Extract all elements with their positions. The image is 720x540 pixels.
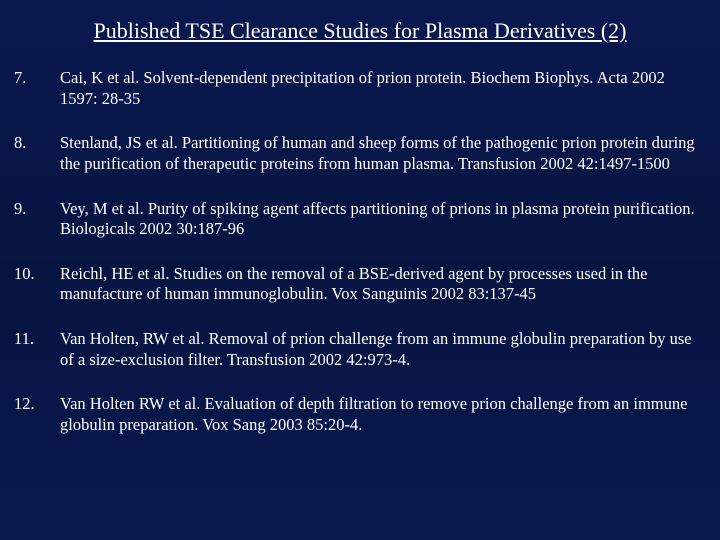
reference-number: 9. [14, 199, 42, 220]
reference-list: 7. Cai, K et al. Solvent-dependent preci… [14, 68, 706, 436]
slide-title: Published TSE Clearance Studies for Plas… [14, 18, 706, 44]
reference-number: 10. [14, 264, 42, 285]
reference-text: Reichl, HE et al. Studies on the removal… [60, 264, 706, 305]
reference-item: 7. Cai, K et al. Solvent-dependent preci… [14, 68, 706, 109]
reference-text: Van Holten RW et al. Evaluation of depth… [60, 394, 706, 435]
reference-number: 12. [14, 394, 42, 415]
reference-text: Van Holten, RW et al. Removal of prion c… [60, 329, 706, 370]
reference-item: 10. Reichl, HE et al. Studies on the rem… [14, 264, 706, 305]
reference-item: 12. Van Holten RW et al. Evaluation of d… [14, 394, 706, 435]
reference-number: 7. [14, 68, 42, 89]
reference-text: Stenland, JS et al. Partitioning of huma… [60, 133, 706, 174]
reference-item: 11. Van Holten, RW et al. Removal of pri… [14, 329, 706, 370]
reference-text: Cai, K et al. Solvent-dependent precipit… [60, 68, 706, 109]
reference-item: 8. Stenland, JS et al. Partitioning of h… [14, 133, 706, 174]
reference-number: 8. [14, 133, 42, 154]
reference-item: 9. Vey, M et al. Purity of spiking agent… [14, 199, 706, 240]
reference-text: Vey, M et al. Purity of spiking agent af… [60, 199, 706, 240]
reference-number: 11. [14, 329, 42, 350]
slide-container: Published TSE Clearance Studies for Plas… [0, 0, 720, 540]
